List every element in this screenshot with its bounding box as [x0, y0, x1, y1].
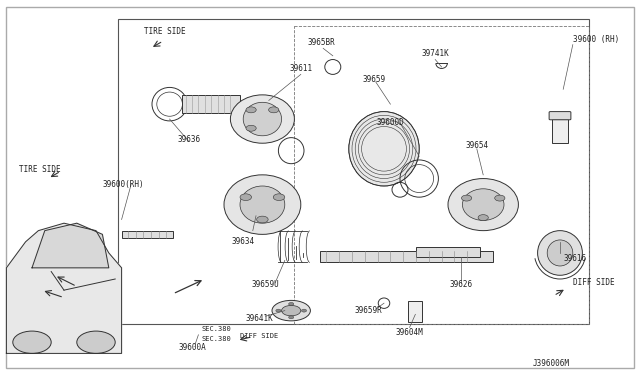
Ellipse shape: [240, 186, 285, 223]
Text: J396006M: J396006M: [532, 359, 570, 368]
Text: 3965BR: 3965BR: [307, 38, 335, 47]
Circle shape: [495, 195, 505, 201]
Circle shape: [257, 216, 268, 223]
Text: 39741K: 39741K: [421, 49, 449, 58]
Circle shape: [301, 309, 307, 312]
Text: SEC.380: SEC.380: [202, 336, 231, 341]
Ellipse shape: [230, 95, 294, 143]
Bar: [182, 95, 240, 113]
Circle shape: [240, 194, 252, 201]
Bar: [408, 301, 422, 322]
Text: 39616: 39616: [563, 254, 586, 263]
Text: 39600 (RH): 39600 (RH): [573, 35, 619, 44]
FancyBboxPatch shape: [549, 112, 571, 120]
Text: 39634: 39634: [232, 237, 255, 246]
Ellipse shape: [448, 179, 518, 231]
Ellipse shape: [349, 112, 419, 186]
Text: 39659: 39659: [363, 76, 386, 84]
Text: 39659R: 39659R: [354, 306, 382, 315]
Circle shape: [77, 331, 115, 353]
Circle shape: [289, 316, 294, 319]
Circle shape: [269, 107, 279, 113]
Ellipse shape: [462, 189, 504, 220]
Text: 39641K: 39641K: [245, 314, 273, 323]
Ellipse shape: [538, 231, 582, 275]
Circle shape: [246, 125, 256, 131]
Text: 39636: 39636: [177, 135, 200, 144]
Ellipse shape: [243, 102, 282, 136]
Text: 39600D: 39600D: [376, 118, 404, 127]
Text: 39626: 39626: [449, 280, 472, 289]
Text: 39659U: 39659U: [252, 280, 280, 289]
Circle shape: [289, 302, 294, 305]
Ellipse shape: [272, 301, 310, 321]
Circle shape: [461, 195, 472, 201]
Polygon shape: [6, 223, 122, 353]
Bar: [416, 247, 480, 257]
Text: SEC.380: SEC.380: [202, 326, 231, 332]
Circle shape: [478, 215, 488, 221]
Text: TIRE SIDE: TIRE SIDE: [144, 27, 186, 36]
Circle shape: [273, 194, 285, 201]
Bar: [552, 119, 568, 143]
Circle shape: [13, 331, 51, 353]
Ellipse shape: [547, 240, 573, 266]
Text: 39604M: 39604M: [396, 328, 424, 337]
Text: 39600A: 39600A: [178, 343, 206, 352]
Bar: [320, 251, 493, 262]
Circle shape: [246, 107, 256, 113]
Text: 39654: 39654: [465, 141, 488, 150]
Ellipse shape: [282, 305, 301, 316]
Text: 39611: 39611: [289, 64, 312, 73]
Text: TIRE SIDE: TIRE SIDE: [19, 165, 61, 174]
Bar: [122, 231, 173, 238]
Text: DIFF SIDE: DIFF SIDE: [240, 333, 278, 339]
Polygon shape: [32, 223, 109, 268]
Text: 39600(RH): 39600(RH): [102, 180, 144, 189]
Circle shape: [276, 309, 281, 312]
Text: DIFF SIDE: DIFF SIDE: [573, 278, 614, 287]
Ellipse shape: [224, 175, 301, 234]
